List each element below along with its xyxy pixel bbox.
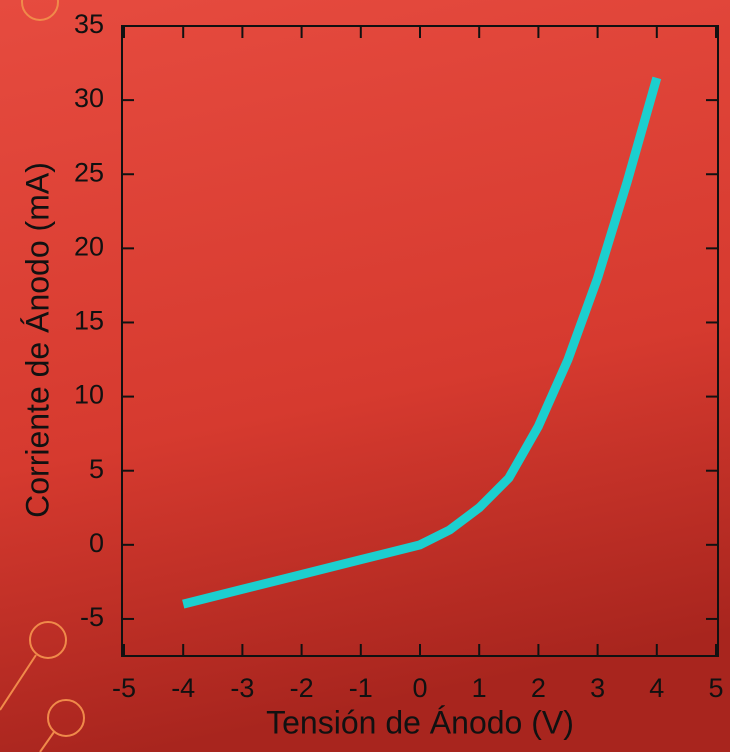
x-axis-title: Tensión de Ánodo (V) bbox=[266, 704, 574, 740]
y-tick-label: 25 bbox=[74, 157, 104, 187]
y-tick-label: 15 bbox=[74, 306, 104, 336]
x-tick-label: -1 bbox=[349, 673, 373, 703]
chart: Tensión de Ánodo (V) Corriente de Ánodo … bbox=[0, 0, 730, 752]
y-tick-label: 5 bbox=[89, 454, 104, 484]
y-tick-label: 35 bbox=[74, 9, 104, 39]
y-tick-label: 30 bbox=[74, 83, 104, 113]
y-tick-label: 0 bbox=[89, 528, 104, 558]
x-tick-label: -2 bbox=[290, 673, 314, 703]
y-tick-label: 10 bbox=[74, 380, 104, 410]
x-tick-label: 2 bbox=[531, 673, 546, 703]
x-tick-label: -4 bbox=[171, 673, 195, 703]
x-tick-label: 4 bbox=[649, 673, 664, 703]
y-axis-title: Corriente de Ánodo (mA) bbox=[19, 162, 55, 518]
x-tick-label: -5 bbox=[112, 673, 136, 703]
y-tick-label: -5 bbox=[80, 602, 104, 632]
x-tick-label: 0 bbox=[412, 673, 427, 703]
y-tick-label: 20 bbox=[74, 231, 104, 261]
x-tick-label: -3 bbox=[230, 673, 254, 703]
x-tick-label: 3 bbox=[590, 673, 605, 703]
background bbox=[0, 0, 730, 752]
x-tick-label: 1 bbox=[472, 673, 487, 703]
x-tick-label: 5 bbox=[708, 673, 723, 703]
